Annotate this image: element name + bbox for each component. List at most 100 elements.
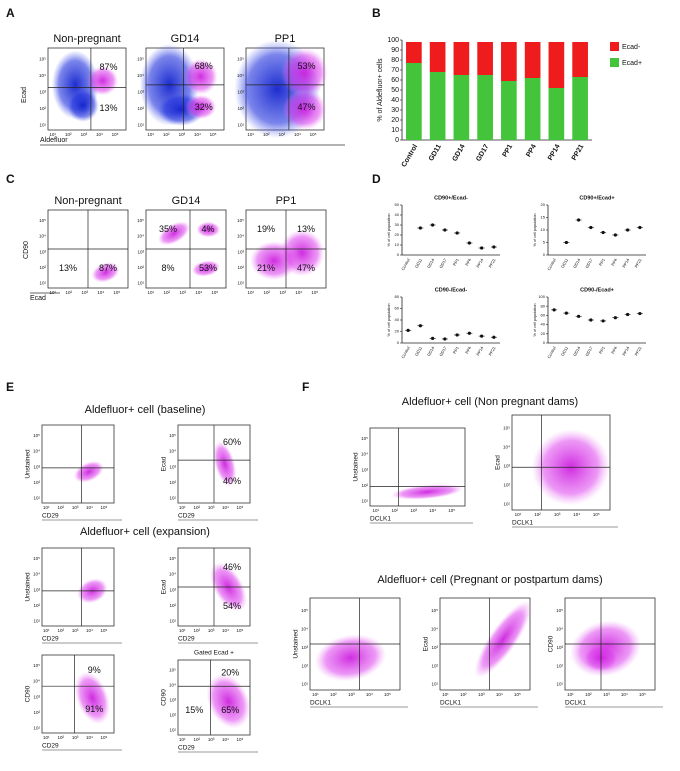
chart-title: CD90-/Ecad- (435, 287, 468, 293)
event-cloud (91, 262, 120, 283)
x-tick-label: 10⁴ (429, 508, 436, 513)
bar-segment (548, 42, 565, 88)
x-tick-label: 10⁵ (236, 628, 243, 633)
quadrant-percent: 9% (88, 665, 101, 675)
y-tick-label: 10³ (137, 249, 144, 254)
bar-segment (477, 75, 493, 140)
x-tick-label: 10⁴ (96, 132, 103, 137)
y-tick-label: 10¹ (503, 501, 510, 506)
x-tick-label: GD14 (426, 345, 436, 357)
x-tick-label: GD14 (426, 257, 436, 269)
y-tick-label: 80 (541, 303, 546, 308)
bar-segment (453, 42, 470, 75)
x-tick-label: PP4 (464, 257, 472, 267)
x-tick-label: PP21 (487, 345, 497, 357)
y-tick-label: 10¹ (33, 726, 40, 731)
x-tick-label: 10¹ (148, 290, 155, 295)
bar-segment (524, 42, 541, 78)
y-tick-label: 10⁵ (556, 608, 563, 613)
y-tick-label: 10³ (169, 464, 176, 469)
event-cloud (183, 58, 218, 95)
y-tick-label: 20 (395, 232, 400, 237)
bar-segment (477, 42, 493, 75)
y-tick-label: 10 (391, 127, 399, 134)
x-tick-label: PP4 (610, 345, 618, 355)
bar-segment (406, 63, 422, 140)
x-tick-label: 10³ (72, 505, 79, 510)
y-tick-label: 10⁴ (431, 626, 438, 631)
y-tick-label: 10³ (39, 89, 46, 94)
plot-title: PP1 (275, 33, 296, 45)
y-tick-label: 0 (397, 340, 400, 345)
x-tick-label: 10⁵ (236, 737, 243, 742)
x-tick-label: 10⁴ (222, 505, 229, 510)
y-tick-label: 10⁴ (33, 572, 40, 577)
x-tick-label: 10³ (208, 505, 215, 510)
x-tick-label: 10³ (478, 692, 485, 697)
y-tick-label: 10⁴ (33, 679, 40, 684)
x-tick-label: 10⁴ (366, 692, 373, 697)
y-tick-label: 10¹ (137, 281, 144, 286)
chart-title: CD90+/Ecad+ (579, 195, 614, 201)
x-tick-label: PP21 (487, 257, 497, 269)
y-tick-label: 0 (397, 252, 400, 257)
y-tick-label: 30 (391, 107, 399, 114)
y-tick-label: 10² (137, 106, 144, 111)
y-tick-label: 70 (391, 67, 399, 74)
y-tick-label: 10⁵ (431, 608, 438, 613)
x-tick-label: PP4 (525, 143, 538, 158)
x-tick-label: GD11 (560, 345, 570, 357)
x-tick-label: 10³ (72, 628, 79, 633)
y-axis-label: CD90 (23, 241, 30, 259)
x-tick-label: 10⁵ (384, 692, 391, 697)
y-axis-label: % of cell population (533, 304, 537, 337)
event-cloud (191, 260, 221, 277)
y-tick-label: 10³ (361, 467, 368, 472)
x-axis-label: DCLK1 (370, 516, 391, 523)
x-tick-label: 10⁴ (222, 737, 229, 742)
flow-plot: 10¹ 10¹ 10² 10² 10³ 10³ 10⁴ 10⁴ 10⁵ 10⁵ Unstained D… (293, 597, 408, 708)
x-tick-label: 10⁴ (621, 692, 628, 697)
y-axis-label: Ecad (161, 579, 168, 594)
chart-title: CD90+/Ecad- (434, 195, 468, 201)
y-tick-label: 10¹ (137, 122, 144, 127)
x-axis-label: CD29 (178, 745, 195, 752)
y-tick-label: 10⁵ (237, 218, 244, 223)
x-tick-label: 10⁵ (639, 692, 646, 697)
x-tick-label: PP14 (475, 257, 485, 269)
x-tick-label: 10² (460, 692, 467, 697)
x-tick-label: 10¹ (312, 692, 319, 697)
y-tick-label: 50 (391, 87, 399, 94)
quadrant-percent: 4% (201, 224, 214, 234)
y-tick-label: 10² (137, 265, 144, 270)
quadrant-percent: 40% (223, 476, 241, 486)
y-tick-label: 0 (543, 340, 546, 345)
y-tick-label: 60 (541, 312, 546, 317)
x-tick-label: GD11 (560, 257, 570, 269)
y-tick-label: 40 (395, 212, 400, 217)
event-cloud (87, 66, 119, 96)
y-axis-label: % of cell population (387, 304, 391, 337)
x-axis-label: DCLK1 (440, 700, 461, 707)
x-axis-label: DCLK1 (512, 520, 533, 527)
x-tick-label: Control (400, 345, 411, 359)
flow-plot: 10¹ 10¹ 10² 10² 10³ 10³ 10⁴ 10⁴ 10⁵ 10⁵ CD90 DCLK1 (548, 597, 663, 708)
y-tick-label: 10² (503, 482, 510, 487)
y-tick-label: 0 (395, 137, 399, 144)
y-tick-label: 10³ (237, 89, 244, 94)
x-tick-label: 10² (163, 132, 170, 137)
event-cloud (74, 671, 110, 725)
quadrant-percent: 13% (59, 263, 77, 273)
x-tick-label: 10¹ (43, 628, 50, 633)
y-tick-label: 10³ (431, 645, 438, 650)
flow-plot: 10¹ 10¹ 10² 10² 10³ 10³ 10⁴ 10⁴ 10⁵ 10⁵ Ecad DCLK1 (423, 597, 538, 708)
x-tick-label: GD14 (572, 345, 582, 357)
x-tick-label: GD17 (438, 345, 448, 357)
panel-label: A (6, 6, 15, 20)
x-tick-label: PP14 (475, 345, 485, 357)
y-tick-label: 10⁴ (39, 73, 46, 78)
x-tick-label: 10² (534, 512, 541, 517)
